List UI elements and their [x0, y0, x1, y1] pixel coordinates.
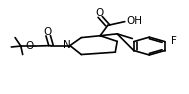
Text: OH: OH — [127, 16, 143, 26]
Text: O: O — [26, 41, 34, 51]
Text: F: F — [171, 36, 177, 46]
Text: O: O — [43, 27, 51, 37]
Text: N: N — [63, 40, 70, 50]
Text: O: O — [96, 8, 104, 18]
